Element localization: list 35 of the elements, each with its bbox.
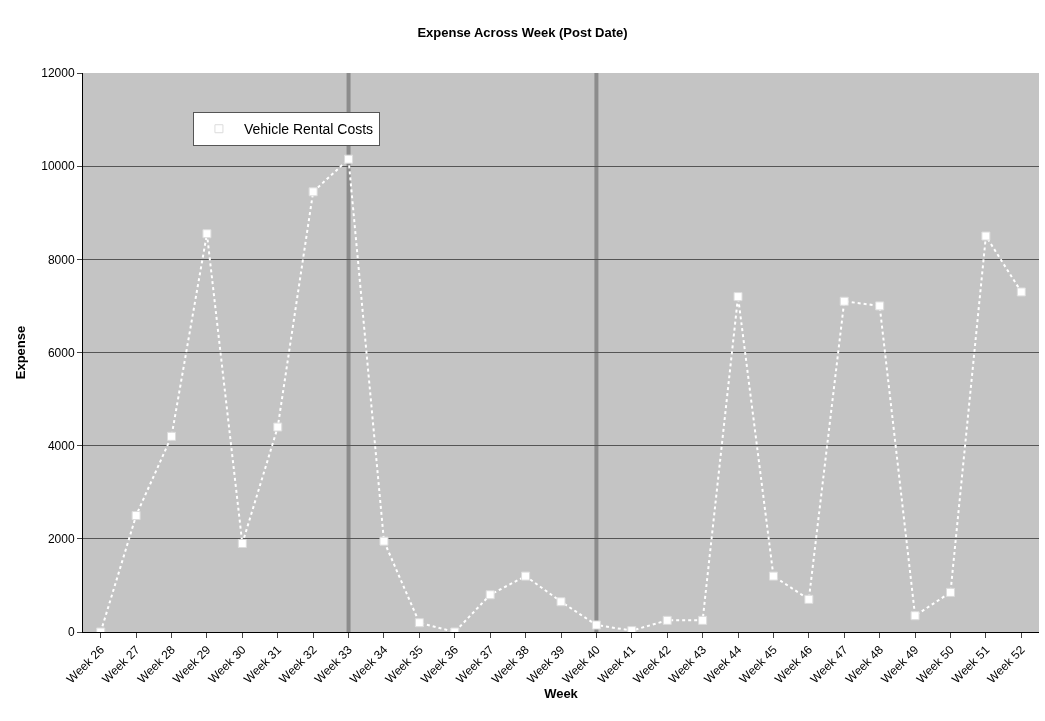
legend-label: Vehicle Rental Costs xyxy=(243,121,374,138)
point xyxy=(875,301,885,311)
point xyxy=(945,587,955,597)
point xyxy=(768,571,778,581)
point xyxy=(202,229,212,239)
x-axis-title: Week xyxy=(544,686,579,702)
point xyxy=(804,594,814,604)
y-tick-label: 12000 xyxy=(41,66,75,81)
point xyxy=(273,422,283,432)
point xyxy=(662,615,672,625)
point xyxy=(485,590,495,600)
y-tick-label: 0 xyxy=(67,625,75,640)
point xyxy=(414,618,424,628)
y-axis-title: Expense xyxy=(13,325,29,380)
y-tick-label: 10000 xyxy=(41,159,75,174)
point xyxy=(556,597,566,607)
y-tick-label: 6000 xyxy=(47,345,75,360)
y-tick-label: 4000 xyxy=(47,438,75,453)
y-tick-label: 2000 xyxy=(47,532,75,547)
point xyxy=(521,571,531,581)
point xyxy=(237,538,247,548)
point xyxy=(131,511,141,521)
point xyxy=(698,615,708,625)
y-tick-label: 8000 xyxy=(47,252,75,267)
point xyxy=(733,292,743,302)
chart-title: Expense Across Week (Post Date) xyxy=(417,24,628,40)
point xyxy=(981,231,991,241)
point xyxy=(344,154,354,164)
point xyxy=(379,536,389,546)
point xyxy=(1016,287,1026,297)
point xyxy=(910,611,920,621)
point xyxy=(591,620,601,630)
point xyxy=(167,431,177,441)
point xyxy=(308,187,318,197)
point xyxy=(839,296,849,306)
